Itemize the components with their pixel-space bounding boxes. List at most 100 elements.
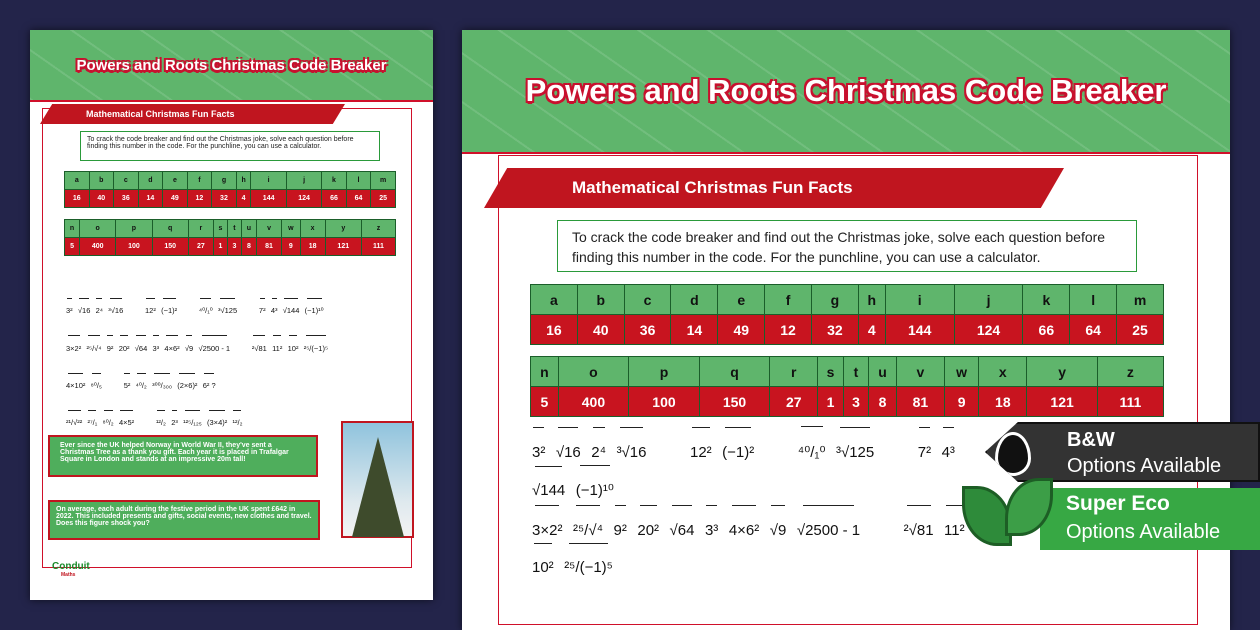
question-expression: √64 bbox=[669, 521, 695, 539]
answer-blank[interactable] bbox=[639, 505, 657, 522]
answer-blank[interactable] bbox=[184, 409, 200, 418]
answer-blank[interactable] bbox=[156, 409, 165, 418]
code-letter: i bbox=[250, 171, 287, 190]
answer-blank[interactable] bbox=[253, 335, 266, 343]
question: 4×10² bbox=[66, 372, 85, 390]
answer-blank[interactable] bbox=[558, 427, 579, 444]
answer-blank[interactable] bbox=[919, 427, 930, 444]
answer-blank[interactable] bbox=[906, 505, 931, 522]
answer-blank[interactable] bbox=[803, 505, 854, 522]
answer-blank[interactable] bbox=[209, 409, 226, 418]
answer-blank[interactable] bbox=[87, 335, 100, 343]
answer-blank[interactable] bbox=[107, 335, 113, 343]
answer-blank[interactable] bbox=[271, 298, 277, 306]
answer-blank[interactable] bbox=[535, 505, 560, 522]
answer-blank[interactable] bbox=[203, 372, 215, 381]
answer-blank[interactable] bbox=[201, 335, 227, 343]
answer-blank[interactable] bbox=[165, 335, 179, 343]
answer-blank[interactable] bbox=[569, 542, 609, 560]
answer-blank[interactable] bbox=[619, 427, 644, 444]
bw-title: B&W bbox=[1067, 429, 1115, 451]
code-letter: t bbox=[842, 356, 870, 387]
answer-blank[interactable] bbox=[946, 505, 963, 522]
answer-blank[interactable] bbox=[91, 372, 101, 381]
question-expression: 6² ? bbox=[202, 380, 216, 390]
code-number: 81 bbox=[255, 237, 283, 256]
question: (−1)² bbox=[722, 427, 754, 461]
question-expression: ²⁵/(−1)⁵ bbox=[564, 559, 613, 576]
answer-blank[interactable] bbox=[731, 505, 757, 522]
answer-blank[interactable] bbox=[136, 335, 146, 343]
question: 2³ bbox=[171, 409, 178, 427]
question: √64 bbox=[669, 505, 695, 539]
code-letter: w bbox=[943, 356, 980, 387]
answer-blank[interactable] bbox=[136, 372, 146, 381]
question: ¹²⁵/₁₂₅ bbox=[183, 409, 202, 427]
answer-blank[interactable] bbox=[79, 298, 90, 306]
answer-blank[interactable] bbox=[579, 464, 611, 482]
answer-blank[interactable] bbox=[154, 372, 170, 381]
answer-blank[interactable] bbox=[534, 542, 552, 560]
answer-blank[interactable] bbox=[614, 505, 626, 522]
answer-blank[interactable] bbox=[288, 335, 298, 343]
answer-blank[interactable] bbox=[153, 335, 159, 343]
answer-blank[interactable] bbox=[103, 409, 113, 418]
answer-blank[interactable] bbox=[273, 335, 282, 343]
code-number: 40 bbox=[88, 189, 115, 208]
answer-blank[interactable] bbox=[67, 372, 84, 381]
question: 4³ bbox=[271, 298, 278, 315]
question: (−1)² bbox=[161, 298, 177, 315]
answer-blank[interactable] bbox=[306, 298, 322, 306]
answer-blank[interactable] bbox=[533, 427, 544, 444]
answer-blank[interactable] bbox=[146, 298, 155, 306]
answer-blank[interactable] bbox=[200, 298, 212, 306]
answer-blank[interactable] bbox=[119, 335, 129, 343]
answer-blank[interactable] bbox=[67, 335, 80, 343]
answer-blank[interactable] bbox=[96, 298, 103, 306]
answer-blank[interactable] bbox=[575, 505, 600, 522]
intro-box: To crack the code breaker and find out t… bbox=[80, 131, 380, 161]
answer-blank[interactable] bbox=[942, 427, 954, 444]
answer-blank[interactable] bbox=[306, 335, 326, 343]
number-row: 16 40 36 14 49 12 32 4 144 124 66 64 25 bbox=[64, 189, 396, 208]
answer-blank[interactable] bbox=[124, 372, 130, 381]
answer-blank[interactable] bbox=[259, 298, 265, 306]
question: 6² ? bbox=[202, 372, 216, 390]
answer-blank[interactable] bbox=[706, 505, 717, 522]
answer-blank[interactable] bbox=[672, 505, 692, 522]
code-number: 400 bbox=[79, 237, 117, 256]
question-expression: √2500 - 1 bbox=[198, 343, 231, 353]
answer-blank[interactable] bbox=[692, 427, 710, 444]
title-banner: Powers and Roots Christmas Code Breaker bbox=[30, 30, 433, 102]
answer-blank[interactable] bbox=[179, 372, 196, 381]
answer-blank[interactable] bbox=[66, 298, 72, 306]
code-number: 25 bbox=[1116, 314, 1164, 345]
code-number: 111 bbox=[1096, 386, 1165, 417]
answer-blank[interactable] bbox=[185, 335, 193, 343]
question-expression: ²⁵/(−1)⁵ bbox=[303, 343, 329, 353]
question-row: 3² √16 2⁴ ³√16 12² (−1)² ⁴⁰/₁⁰ ³√125 7² 4³ √144 (−1… bbox=[532, 426, 977, 499]
answer-blank[interactable] bbox=[800, 426, 823, 443]
page-title: Powers and Roots Christmas Code Breaker bbox=[525, 73, 1167, 108]
answer-blank[interactable] bbox=[109, 298, 122, 306]
question-expression: √16 bbox=[555, 443, 581, 461]
answer-blank[interactable] bbox=[839, 427, 871, 444]
code-letter: c bbox=[113, 171, 139, 190]
answer-blank[interactable] bbox=[88, 409, 97, 418]
answer-blank[interactable] bbox=[171, 409, 178, 418]
question-expression: 11² bbox=[272, 343, 283, 353]
answer-blank[interactable] bbox=[120, 409, 133, 418]
answer-blank[interactable] bbox=[771, 505, 785, 522]
answer-blank[interactable] bbox=[725, 427, 752, 444]
answer-blank[interactable] bbox=[592, 427, 605, 444]
question-expression: √64 bbox=[134, 343, 148, 353]
code-number: 32 bbox=[211, 189, 237, 208]
answer-blank[interactable] bbox=[219, 298, 236, 306]
code-number: 1 bbox=[212, 237, 228, 256]
answer-blank[interactable] bbox=[535, 465, 562, 483]
answer-blank[interactable] bbox=[284, 298, 298, 306]
answer-blank[interactable] bbox=[233, 409, 242, 418]
answer-blank[interactable] bbox=[67, 409, 81, 418]
answer-blank[interactable] bbox=[162, 298, 176, 306]
code-letter: w bbox=[281, 219, 301, 238]
